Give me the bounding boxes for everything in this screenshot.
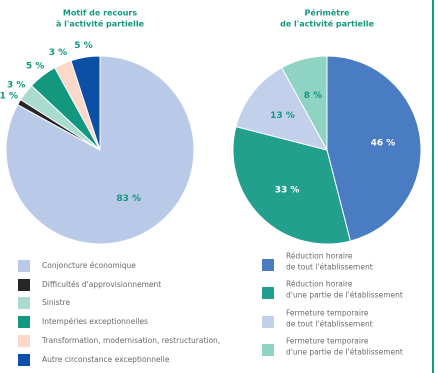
chart-title: Motif de recours [63, 9, 137, 18]
legend-label: Réduction horaire [286, 252, 353, 261]
pie-slice [281, 55, 328, 151]
value-label: 3 % [49, 48, 67, 58]
pie-slice [70, 55, 101, 151]
value-label: 83 % [116, 194, 141, 204]
chart-title: de l'activité partielle [280, 19, 374, 29]
pie-slice [235, 66, 328, 151]
legend-swatch [262, 287, 274, 299]
legend-swatch [18, 335, 30, 347]
legend-label: Sinistre [42, 298, 70, 307]
value-label: 3 % [7, 81, 25, 91]
legend-swatch [262, 344, 274, 356]
legend-swatch [18, 260, 30, 272]
legend-swatch [262, 259, 274, 271]
legend-label: Transformation, modernisation, restructu… [41, 336, 220, 345]
chart-title: à l'activité partielle [56, 19, 145, 29]
legend-swatch [18, 279, 30, 291]
legend-label: Fermeture temporaire [286, 309, 369, 318]
value-label: 1 % [0, 92, 18, 102]
legend-swatch [262, 316, 274, 328]
value-label: 13 % [270, 111, 295, 121]
chart-title: Périmètre [305, 8, 351, 18]
value-label: 5 % [74, 41, 92, 51]
legend-label: Autre circonstance exceptionnelle [42, 355, 170, 364]
value-label: 8 % [304, 91, 322, 101]
value-label: 5 % [26, 62, 44, 72]
legend-swatch [18, 354, 30, 366]
pie-slice [232, 126, 351, 245]
legend-label: Réduction horaire [286, 280, 353, 289]
legend-swatch [18, 297, 30, 309]
legend-label: Conjoncture économique [42, 261, 136, 270]
legend-label: d'une partie de l'établissement [286, 291, 403, 300]
legend-label: de tout l'établissement [286, 263, 373, 272]
pie-slice [326, 55, 422, 242]
legend-label: d'une partie de l'établissement [286, 348, 403, 357]
legend-label: Fermeture temporaire [286, 337, 369, 346]
value-label: 46 % [371, 138, 396, 148]
legend-swatch [18, 316, 30, 328]
legend-label: de tout l'établissement [286, 320, 373, 329]
value-label: 33 % [275, 185, 300, 195]
legend-label: Intempéries exceptionnelles [42, 317, 148, 326]
legend-label: Difficultés d'approvisionnement [42, 280, 161, 289]
